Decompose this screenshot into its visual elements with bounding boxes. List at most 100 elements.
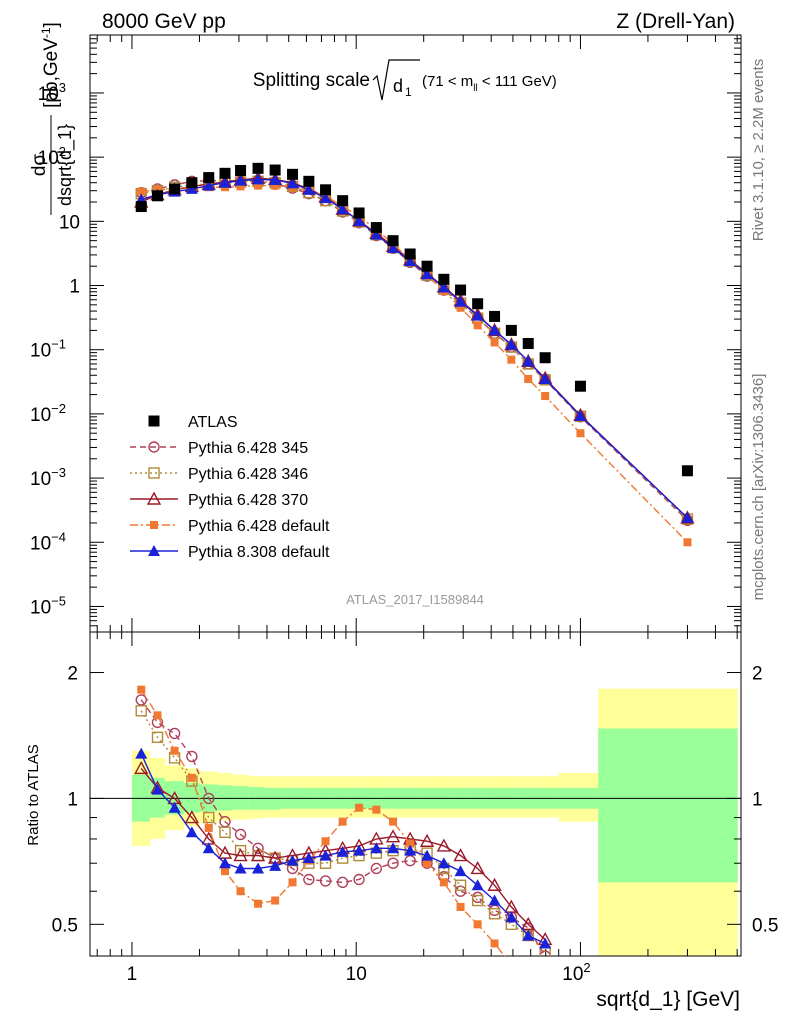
- data-point: [269, 859, 282, 871]
- stat-band-segment: [183, 782, 200, 813]
- data-point: [137, 685, 146, 694]
- data-point: [321, 837, 330, 846]
- data-point: [454, 295, 467, 307]
- data-point: [170, 746, 179, 755]
- data-point: [455, 284, 467, 296]
- data-point: [454, 865, 467, 877]
- main-plot-frame: [89, 34, 742, 633]
- data-point: [404, 255, 417, 267]
- data-point: [453, 848, 468, 862]
- data-point: [524, 374, 533, 383]
- legend-label: Pythia 6.428 345: [188, 440, 308, 457]
- data-point: [539, 937, 552, 949]
- legend-label: Pythia 6.428 346: [188, 466, 308, 483]
- data-point: [152, 190, 164, 202]
- data-point: [221, 867, 230, 876]
- legend-marker: [148, 545, 160, 556]
- data-point: [219, 176, 232, 188]
- data-point: [269, 174, 282, 186]
- ratio-series: [134, 685, 553, 988]
- ylabel-numerator: dσ: [29, 154, 50, 177]
- title-sqrt-sub: 1: [405, 85, 412, 99]
- ratio-y-tick-label-right: 1: [752, 789, 763, 810]
- data-point: [505, 324, 517, 336]
- data-point: [353, 873, 365, 886]
- data-point: [521, 916, 536, 931]
- plot-title: Splitting scale d 1 (71 < mll < 111 GeV): [253, 59, 557, 101]
- legend-marker: [150, 521, 158, 529]
- series-ratio: [135, 747, 552, 949]
- data-point: [389, 817, 398, 826]
- main-axes: 10−5 10−4 10−3 10−2 10−1 1 10 102 103: [30, 34, 741, 633]
- data-point: [135, 201, 147, 213]
- ratio-y-axis-label: Ratio to ATLAS: [25, 744, 42, 845]
- data-point: [252, 173, 265, 185]
- data-point: [488, 324, 501, 336]
- data-point: [286, 854, 299, 866]
- data-point: [219, 826, 231, 838]
- y-tick-label: 10−2: [30, 401, 66, 426]
- title-sqrt-arg: d: [393, 76, 403, 96]
- data-point: [271, 896, 280, 905]
- legend-item: Pythia 6.428 346: [130, 466, 308, 483]
- data-point: [336, 845, 349, 857]
- data-point: [235, 164, 247, 176]
- data-point: [438, 273, 450, 285]
- series-main: [135, 162, 693, 477]
- data-point: [271, 181, 280, 190]
- data-point: [387, 235, 399, 247]
- data-point: [681, 511, 694, 523]
- series-main: [135, 173, 694, 523]
- data-point: [539, 372, 552, 384]
- data-point: [473, 321, 482, 330]
- data-point: [236, 182, 245, 191]
- data-point: [522, 929, 535, 941]
- data-point: [202, 179, 215, 191]
- data-point: [353, 215, 366, 227]
- legend-item: ATLAS: [148, 414, 238, 431]
- x-tick-label: 102: [562, 960, 590, 985]
- data-point: [576, 429, 585, 438]
- y-tick-label: 103: [38, 80, 66, 105]
- data-point: [168, 727, 181, 740]
- data-point: [135, 705, 147, 717]
- data-point: [385, 829, 401, 843]
- x-axis-label: sqrt{d_1} [GeV]: [596, 988, 740, 1011]
- data-point: [404, 844, 417, 856]
- ratio-axes: 1 10 102 0.5 0.5 1 1 2 2: [52, 632, 778, 985]
- data-point: [505, 338, 518, 350]
- main-series: [134, 162, 695, 547]
- data-point: [319, 192, 332, 204]
- data-point: [353, 844, 366, 856]
- data-point: [524, 980, 532, 988]
- data-point: [488, 908, 501, 920]
- data-point: [454, 879, 467, 891]
- data-point: [471, 894, 484, 907]
- y-tick-label: 1: [69, 277, 80, 298]
- data-point: [303, 873, 315, 886]
- data-point: [456, 303, 465, 312]
- data-point: [168, 801, 181, 813]
- data-point: [269, 164, 281, 176]
- data-point: [541, 392, 550, 401]
- sqrt-symbol: [372, 59, 420, 101]
- data-point: [370, 862, 383, 875]
- legend-marker: [148, 415, 160, 427]
- y-tick-label: 102: [38, 144, 66, 169]
- data-point: [203, 172, 215, 184]
- data-point: [372, 805, 381, 814]
- data-point: [254, 899, 263, 908]
- title-main: Splitting scale: [253, 70, 370, 91]
- data-point: [336, 203, 349, 215]
- data-point: [252, 862, 265, 874]
- data-point: [185, 182, 198, 194]
- data-point: [234, 828, 247, 841]
- data-point: [387, 842, 400, 854]
- data-point: [353, 207, 365, 219]
- stat-band-segment: [232, 786, 249, 810]
- data-point: [419, 833, 435, 847]
- data-point: [186, 177, 198, 189]
- data-point: [288, 878, 297, 887]
- data-point: [151, 783, 164, 795]
